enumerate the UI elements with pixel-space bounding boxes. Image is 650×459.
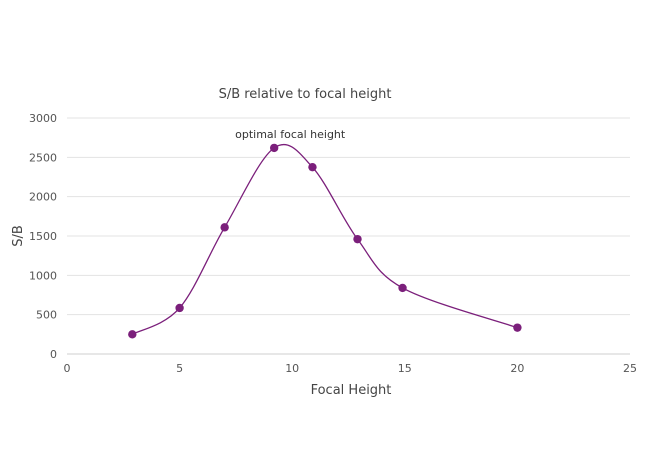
data-point-0 (128, 330, 137, 339)
chart-title: S/B relative to focal height (219, 87, 392, 102)
y-tick-label-2500: 2500 (29, 151, 57, 164)
y-tick-label-2000: 2000 (29, 191, 57, 204)
y-tick-label-1500: 1500 (29, 230, 57, 243)
x-tick-label-20: 20 (510, 362, 524, 375)
data-point-1 (175, 303, 184, 313)
y-tick-label-1000: 1000 (29, 269, 57, 282)
x-tick-label-10: 10 (285, 362, 299, 375)
data-point-5 (353, 234, 362, 244)
y-tick-label-3000: 3000 (29, 112, 57, 125)
x-tick-label-15: 15 (398, 362, 412, 375)
y-tick-label-500: 500 (36, 309, 57, 322)
data-points (128, 143, 522, 339)
series-line (131, 143, 518, 335)
x-axis-label: Focal Height (311, 383, 392, 398)
data-point-6 (398, 283, 407, 293)
annotation-optimal-focal-height: optimal focal height (235, 128, 346, 141)
data-point-7 (513, 323, 522, 332)
data-point-3 (269, 143, 279, 153)
gridlines (67, 117, 630, 355)
x-tick-label-0: 0 (64, 362, 71, 375)
y-axis-ticks: 0 500 1000 1500 2000 2500 3000 (29, 112, 57, 361)
data-point-2 (220, 223, 229, 232)
y-tick-label-0: 0 (50, 348, 57, 361)
data-point-4 (308, 162, 317, 172)
y-axis-label: S/B (11, 225, 26, 247)
x-tick-label-5: 5 (176, 362, 183, 375)
x-axis-ticks: 0 5 10 15 20 25 (64, 362, 638, 375)
x-tick-label-25: 25 (623, 362, 637, 375)
